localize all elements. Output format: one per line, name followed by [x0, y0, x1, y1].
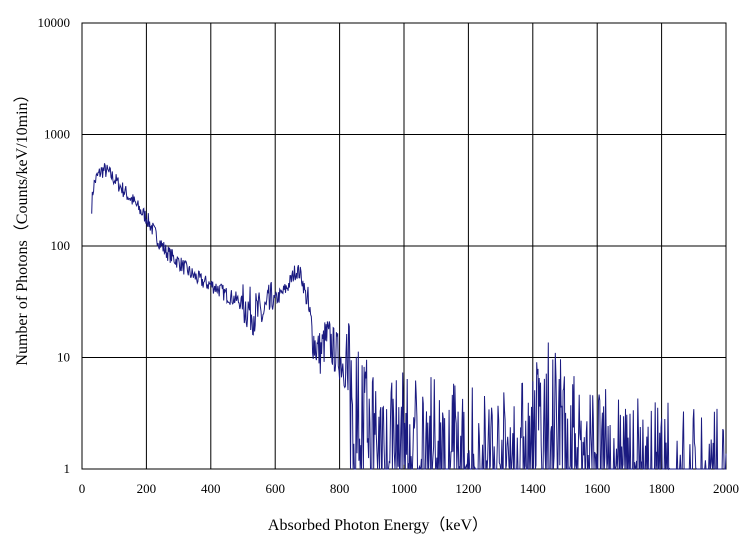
y-tick-label: 100	[51, 238, 71, 253]
x-tick-label: 2000	[713, 481, 739, 496]
x-tick-label: 600	[265, 481, 285, 496]
series-line	[91, 163, 727, 471]
x-axis-title: Absorbed Photon Energy（keV）	[268, 516, 488, 534]
x-tick-label: 1600	[584, 481, 610, 496]
y-tick-label: 10	[57, 350, 70, 365]
x-tick-label: 1200	[455, 481, 481, 496]
x-tick-label: 200	[137, 481, 157, 496]
x-tick-label: 0	[79, 481, 86, 496]
y-tick-label: 10000	[38, 15, 71, 30]
y-axis-title: Number of Photons（Counts/keV/10min）	[13, 86, 31, 365]
y-tick-label: 1	[64, 461, 71, 476]
y-tick-label: 1000	[44, 127, 70, 142]
x-tick-label: 1000	[391, 481, 417, 496]
x-tick-label: 1800	[649, 481, 675, 496]
x-tick-label: 800	[330, 481, 350, 496]
x-tick-label: 400	[201, 481, 221, 496]
x-tick-label: 1400	[520, 481, 546, 496]
x-tick-labels: 0 200 400 600 800 1000 1200 1400 1600 1800 2000	[79, 481, 739, 496]
y-tick-labels: 1 10 100 1000 10000	[38, 15, 71, 476]
